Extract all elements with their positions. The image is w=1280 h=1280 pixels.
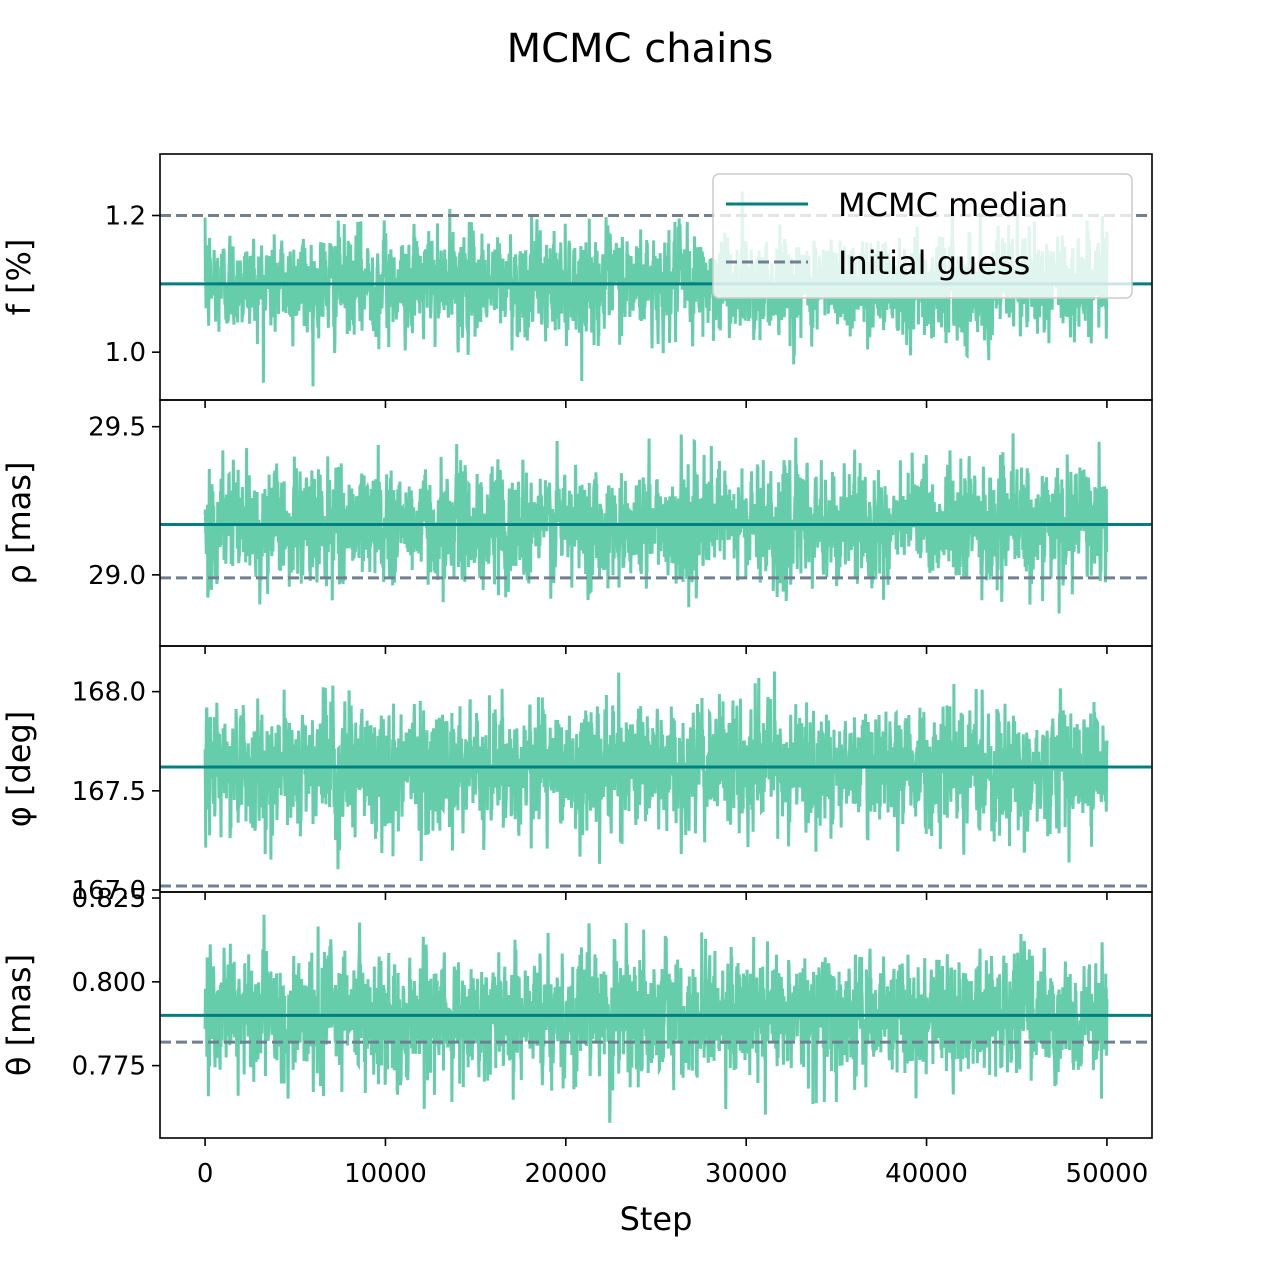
x-tick-label: 40000	[885, 1159, 968, 1189]
legend-box	[712, 173, 1133, 299]
y-tick-label: 0.775	[72, 1052, 146, 1082]
figure-title: MCMC chains	[507, 26, 774, 72]
y-axis-label: θ [mas]	[0, 954, 38, 1076]
x-tick-label: 30000	[705, 1159, 788, 1189]
x-tick-label: 50000	[1066, 1159, 1149, 1189]
legend-label: Initial guess	[838, 244, 1030, 282]
y-tick-label: 167.0	[72, 876, 146, 906]
panel-3: 167.0 167.5 168.0 φ [deg]	[0, 645, 1153, 906]
chain-trace	[203, 671, 1109, 870]
y-tick-label: 167.5	[72, 777, 146, 807]
chain-trace	[203, 914, 1109, 1123]
y-tick-label: 0.825	[72, 884, 146, 914]
y-tick-label: 0.800	[72, 968, 146, 998]
y-tick-label: 1.0	[105, 338, 146, 368]
y-tick-label: 1.2	[105, 202, 146, 232]
legend: MCMC median Initial guess	[712, 173, 1133, 299]
panels: 1.0 1.2 f [%] 29.0 29.5 ρ [mas] 167.0 167.5 168.…	[0, 153, 1153, 1189]
y-tick-label: 168.0	[72, 678, 146, 708]
panel-4: 0.775 0.800 0.825 0 10000 20000 30000 40000 5000…	[0, 884, 1153, 1189]
panel-2: 29.0 29.5 ρ [mas]	[0, 399, 1153, 654]
x-tick-label: 0	[197, 1159, 214, 1189]
y-axis-label: f [%]	[0, 239, 38, 316]
x-axis-label: Step	[620, 1200, 693, 1238]
x-tick-label: 20000	[524, 1159, 607, 1189]
y-axis-label: ρ [mas]	[0, 462, 38, 585]
panel-frame	[159, 891, 1153, 1139]
x-tick-label: 10000	[344, 1159, 427, 1189]
y-tick-label: 29.5	[88, 413, 146, 443]
y-axis-label: φ [deg]	[0, 711, 38, 828]
y-tick-label: 29.0	[88, 561, 146, 591]
legend-label: MCMC median	[838, 186, 1068, 224]
chain-trace	[203, 433, 1109, 614]
